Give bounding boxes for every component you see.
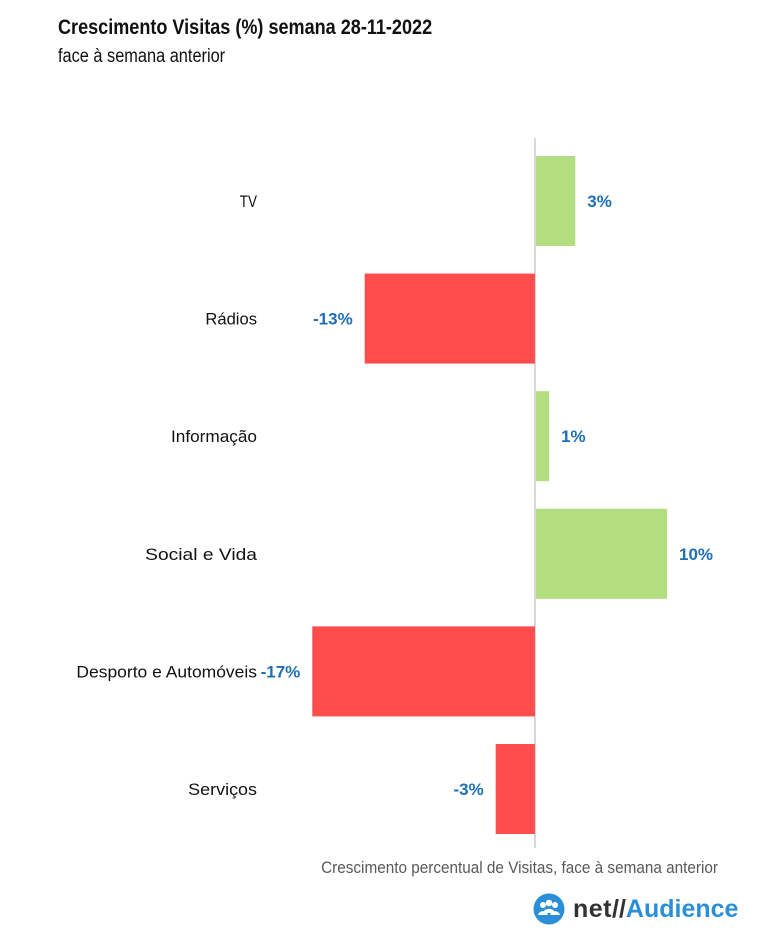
value-label-5: -3% [453, 780, 483, 799]
logo-audience-text: Audience [625, 894, 739, 923]
value-label-1: -13% [313, 310, 353, 329]
bar-1 [364, 273, 535, 364]
bars-layer: TV 3% Rádios -13% Informação 1% Social e Vida 1… [76, 156, 713, 834]
bar-chart: TV 3% Rádios -13% Informação 1% Social e Vida 1… [76, 138, 713, 848]
chart-subtitle: face à semana anterior [58, 46, 226, 67]
category-label-3: Social e Vida [145, 545, 257, 564]
category-label-2: Informação [171, 427, 257, 446]
bar-2 [536, 391, 550, 482]
people-group-icon [533, 893, 565, 925]
value-label-4: -17% [261, 662, 301, 681]
category-label-5: Serviços [188, 780, 257, 799]
value-label-2: 1% [561, 427, 586, 446]
value-label-0: 3% [587, 192, 612, 211]
netaudience-logo: net // Audience [533, 893, 738, 925]
category-label-4: Desporto e Automóveis [76, 662, 257, 681]
axis-footnote: Crescimento percentual de Visitas, face … [321, 858, 718, 877]
bar-0 [536, 156, 576, 246]
category-label-1: Rádios [205, 310, 257, 329]
category-label-0: TV [240, 192, 258, 211]
bar-3 [536, 508, 667, 599]
logo-net-text: net [573, 894, 612, 923]
bar-4 [312, 626, 535, 717]
chart-title: Crescimento Visitas (%) semana 28-11-202… [58, 16, 433, 39]
bar-5 [495, 744, 535, 834]
value-label-3: 10% [679, 545, 713, 564]
logo-slash-text: // [612, 894, 626, 923]
